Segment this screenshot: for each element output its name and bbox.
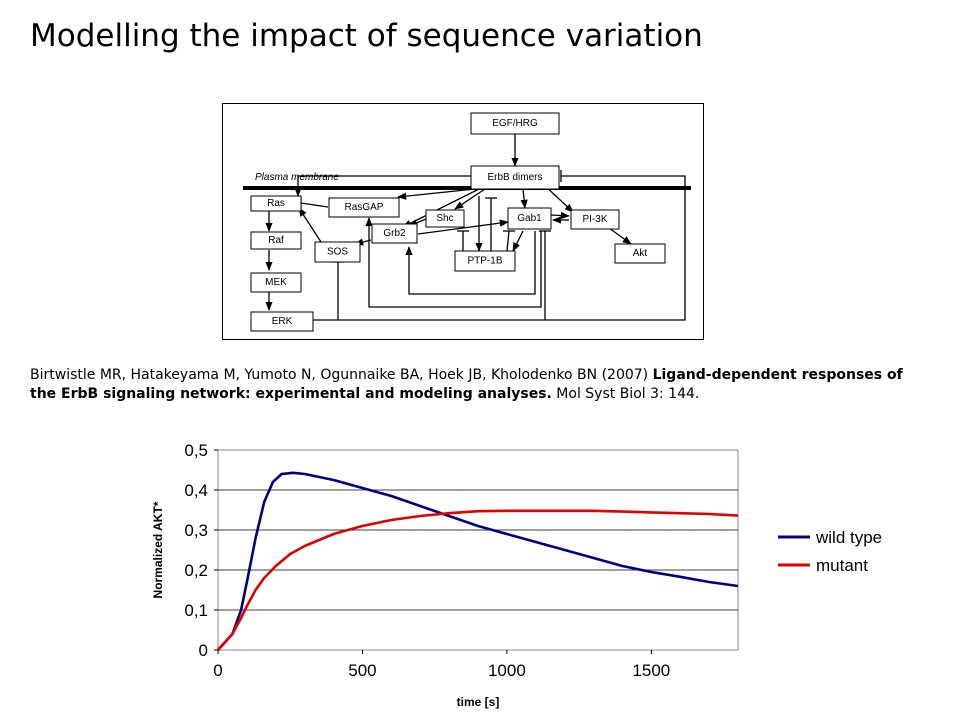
svg-text:Ras: Ras — [267, 198, 285, 209]
legend-label-mutant: mutant — [816, 556, 868, 575]
series-line-wild-type — [217, 471, 739, 651]
node-egf-hrg: EGF/HRG — [470, 112, 560, 135]
svg-text:Shc: Shc — [436, 213, 453, 224]
y-tick-label: 0,2 — [184, 561, 208, 580]
svg-text:EGF/HRG: EGF/HRG — [492, 118, 538, 129]
svg-text:ERK: ERK — [272, 316, 293, 327]
svg-text:PI-3K: PI-3K — [582, 214, 607, 225]
node-akt: Akt — [614, 243, 666, 264]
node-erk: ERK — [250, 311, 314, 332]
x-axis-title: time [s] — [457, 695, 500, 709]
node-ras: Ras — [250, 195, 302, 212]
slide-title: Modelling the impact of sequence variati… — [30, 18, 703, 54]
svg-text:Gab1: Gab1 — [517, 213, 542, 224]
x-tick-label: 0 — [213, 661, 222, 680]
citation: Birtwistle MR, Hatakeyama M, Yumoto N, O… — [30, 366, 930, 404]
chart-svg: 0 0,1 0,2 0,3 0,4 0,5 0 500 1000 1500 time [s] Norm… — [151, 441, 882, 709]
akt-line-chart: 0 0,1 0,2 0,3 0,4 0,5 0 500 1000 1500 time [s] Norm… — [150, 430, 930, 719]
citation-journal: Mol Syst Biol 3: 144. — [551, 386, 700, 402]
erbb-network-diagram: Plasma membrane — [222, 103, 704, 340]
series-line-mutant — [217, 509, 739, 651]
svg-text:ErbB dimers: ErbB dimers — [487, 172, 542, 183]
svg-text:PTP-1B: PTP-1B — [467, 256, 502, 267]
citation-authors: Birtwistle MR, Hatakeyama M, Yumoto N, O… — [30, 367, 653, 383]
node-mek: MEK — [250, 272, 302, 293]
plasma-membrane-label: Plasma membrane — [255, 172, 339, 183]
legend-label-wild-type: wild type — [815, 528, 882, 547]
y-tick-label: 0,5 — [184, 441, 208, 460]
y-tick-label: 0,4 — [184, 481, 208, 500]
y-tick-label: 0,1 — [184, 601, 208, 620]
svg-text:Grb2: Grb2 — [383, 228, 406, 239]
node-ptp1b: PTP-1B — [454, 250, 516, 272]
network-svg: Plasma membrane — [243, 112, 691, 332]
node-pi3k: PI-3K — [570, 209, 620, 230]
x-tick-label: 1000 — [488, 661, 526, 680]
node-grb2: Grb2 — [371, 223, 418, 244]
plot-area — [217, 449, 739, 651]
svg-text:SOS: SOS — [327, 247, 348, 258]
y-tick-label: 0 — [199, 641, 208, 660]
svg-text:Akt: Akt — [633, 248, 648, 259]
y-axis-title: Normalized AKT* — [151, 501, 165, 598]
node-erbb-dimers: ErbB dimers — [470, 165, 560, 190]
node-sos: SOS — [314, 241, 361, 263]
citation-title: Ligand-dependent responses of the ErbB s… — [30, 367, 903, 402]
svg-text:RasGAP: RasGAP — [345, 202, 384, 213]
x-tick-label: 1500 — [632, 661, 670, 680]
network-edges — [265, 134, 686, 321]
node-gab1: Gab1 — [507, 207, 552, 230]
node-shc: Shc — [425, 209, 465, 228]
x-tick-label: 500 — [348, 661, 376, 680]
y-tick-label: 0,3 — [184, 521, 208, 540]
node-rasgap: RasGAP — [328, 197, 400, 218]
svg-text:Raf: Raf — [268, 235, 284, 246]
svg-text:MEK: MEK — [265, 277, 287, 288]
node-raf: Raf — [250, 231, 302, 250]
